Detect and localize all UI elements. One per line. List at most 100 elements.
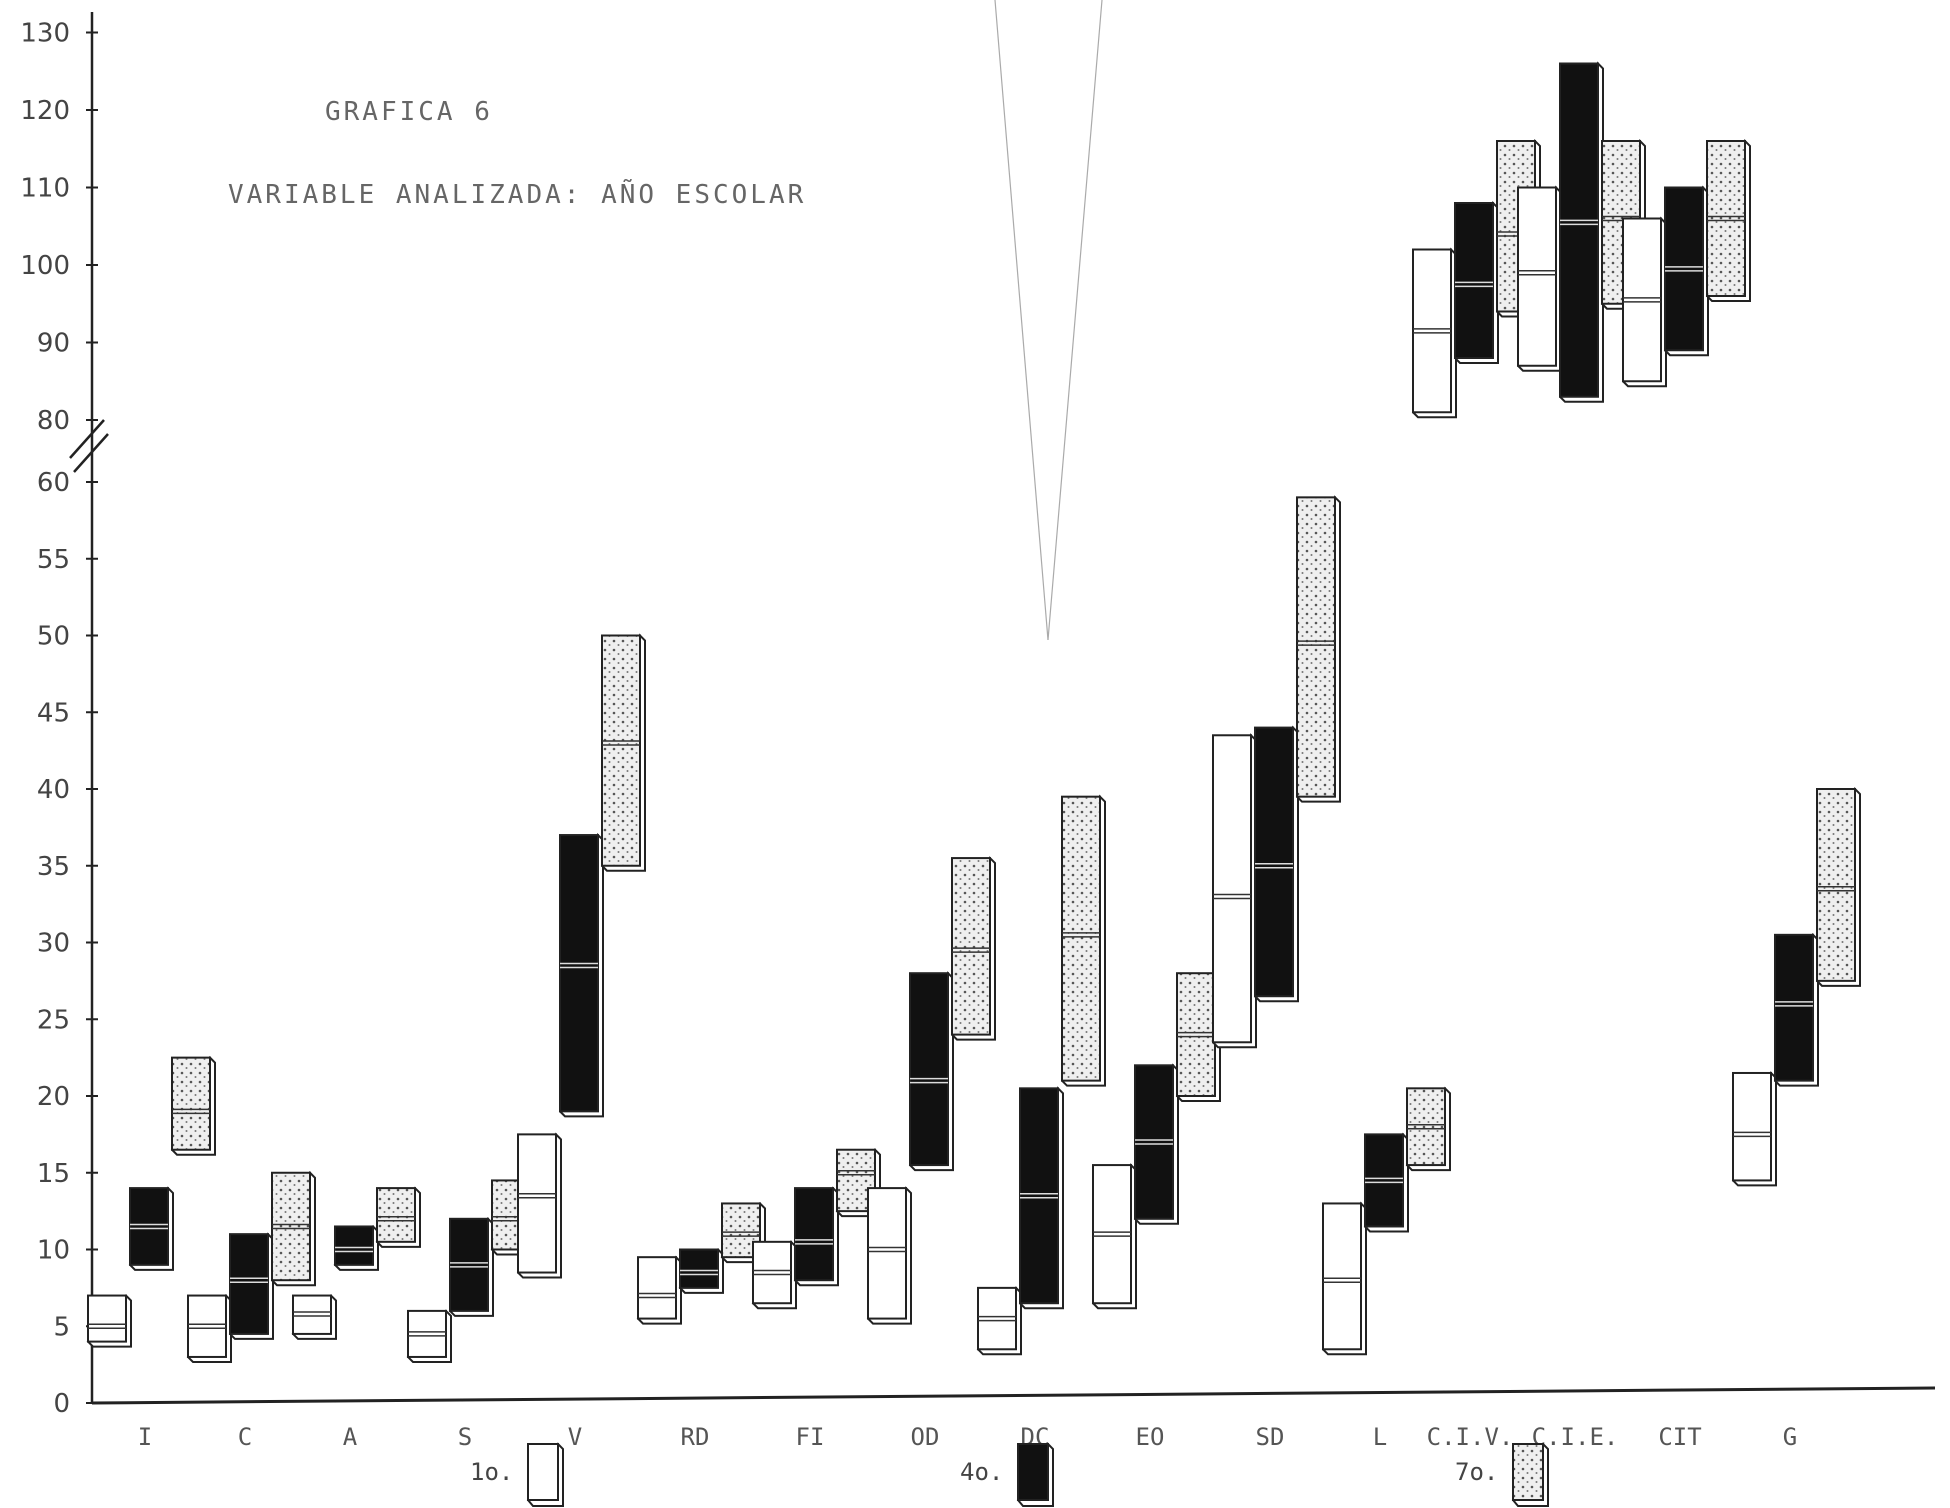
axis-break-mark [73,433,109,473]
bar-body [1176,972,1216,1098]
bar-body [951,857,991,1036]
bar-EO-7o. [1175,971,1221,1102]
bar-DC-4o. [1018,1086,1064,1310]
y-tick-label: 110 [20,174,70,204]
bar-DC-7o. [1060,794,1106,1087]
bar-body [129,1187,169,1266]
bar-body [1732,1071,1772,1182]
bar-body [1622,217,1662,383]
y-tick-label: 5 [53,1312,70,1342]
bar-C-1o. [186,1293,232,1363]
stray-line-left [994,0,1049,641]
bar-body [559,834,599,1113]
bar-A-4o. [333,1225,379,1271]
legend-item: 1o. [470,1442,564,1507]
y-tick-label: 55 [37,545,70,575]
bar-C.I.V.-1o. [1411,247,1457,419]
bar-G-1o. [1731,1071,1777,1187]
y-tick-label: 25 [37,1005,70,1035]
legend-swatch [527,1443,559,1501]
bar-body [334,1225,374,1266]
x-category-label: SD [1256,1423,1285,1451]
x-category-label: CIT [1658,1423,1701,1451]
y-tick-label: 100 [20,251,70,281]
bar-body [187,1294,227,1358]
x-category-label: S [458,1423,472,1451]
y-tick-label: 0 [53,1389,70,1419]
bar-body [909,972,949,1167]
bar-CIT-7o. [1705,139,1751,302]
y-tick-label: 20 [37,1082,70,1112]
bar-V-7o. [600,633,646,872]
bar-SD-1o. [1211,733,1257,1049]
bar-body [376,1187,416,1243]
stray-line-right [1047,0,1103,641]
bar-OD-4o. [908,971,954,1172]
bar-SD-4o. [1253,725,1299,1003]
bar-S-4o. [448,1217,494,1317]
bar-L-1o. [1321,1201,1367,1356]
legend-swatch [1017,1443,1049,1501]
bar-body [1061,795,1101,1082]
bar-A-1o. [291,1294,337,1340]
bar-body [794,1187,834,1282]
bar-body [407,1309,447,1358]
bar-body [1454,202,1494,359]
bar-body [87,1294,127,1343]
bar-V-1o. [516,1132,562,1279]
bar-body [292,1294,332,1335]
bar-S-1o. [406,1309,452,1363]
y-tick-label: 80 [37,406,70,436]
chart-title: GRAFICA 6 [325,97,493,127]
y-tick-label: 130 [20,19,70,49]
bar-body [1517,186,1557,367]
bar-FI-1o. [751,1240,797,1310]
legend-label: 7o. [1455,1458,1498,1486]
bar-CIT-4o. [1663,185,1709,357]
bar-L-7o. [1405,1086,1451,1172]
x-category-label: L [1373,1423,1387,1451]
x-category-label: C [238,1423,252,1451]
legend: 1o. 4o. 7o. [470,1442,1549,1507]
bar-EO-1o. [1091,1163,1137,1310]
legend-item: 7o. [1455,1442,1549,1507]
y-tick-label: 90 [37,329,70,359]
bar-G-4o. [1773,932,1819,1087]
bar-body [1706,140,1746,297]
bar-body [517,1133,557,1274]
category-labels: I C A S V RD FI OD DC EO SD L C.I.V. C.I.E. CIT G [138,1423,1797,1451]
bar-body [1559,62,1599,398]
bar-body [1322,1202,1362,1351]
bar-C.I.V.-4o. [1453,201,1499,364]
x-axis-line [91,1386,1936,1405]
x-category-label: I [138,1423,152,1451]
bar-body [171,1056,211,1151]
bar-body [1212,734,1252,1044]
y-tick-label: 50 [37,622,70,652]
bar-C.I.E.-4o. [1558,61,1604,403]
bar-SD-7o. [1295,495,1341,803]
bar-body [679,1248,719,1289]
bar-body [752,1240,792,1305]
legend-item: 4o. [960,1442,1054,1507]
legend-swatch [1512,1443,1544,1501]
x-category-label: OD [911,1423,940,1451]
y-tick-label: 10 [37,1236,70,1266]
bar-body [449,1217,489,1312]
bar-C-4o. [228,1232,274,1340]
bar-body [637,1256,677,1320]
x-category-label: V [568,1423,582,1451]
y-tick-label: 30 [37,929,70,959]
bar-CIT-1o. [1621,216,1667,388]
bar-G-7o. [1815,786,1861,987]
y-tick-label: 45 [37,698,70,728]
bar-body [1406,1087,1446,1167]
bar-body [1816,788,1856,982]
axis-break-mark [69,419,105,459]
bar-body [1134,1064,1174,1220]
bar-OD-7o. [950,856,996,1041]
bar-body [1296,496,1336,798]
bar-I-7o. [170,1055,216,1156]
bar-L-4o. [1363,1132,1409,1233]
y-tick-label: 60 [37,468,70,498]
